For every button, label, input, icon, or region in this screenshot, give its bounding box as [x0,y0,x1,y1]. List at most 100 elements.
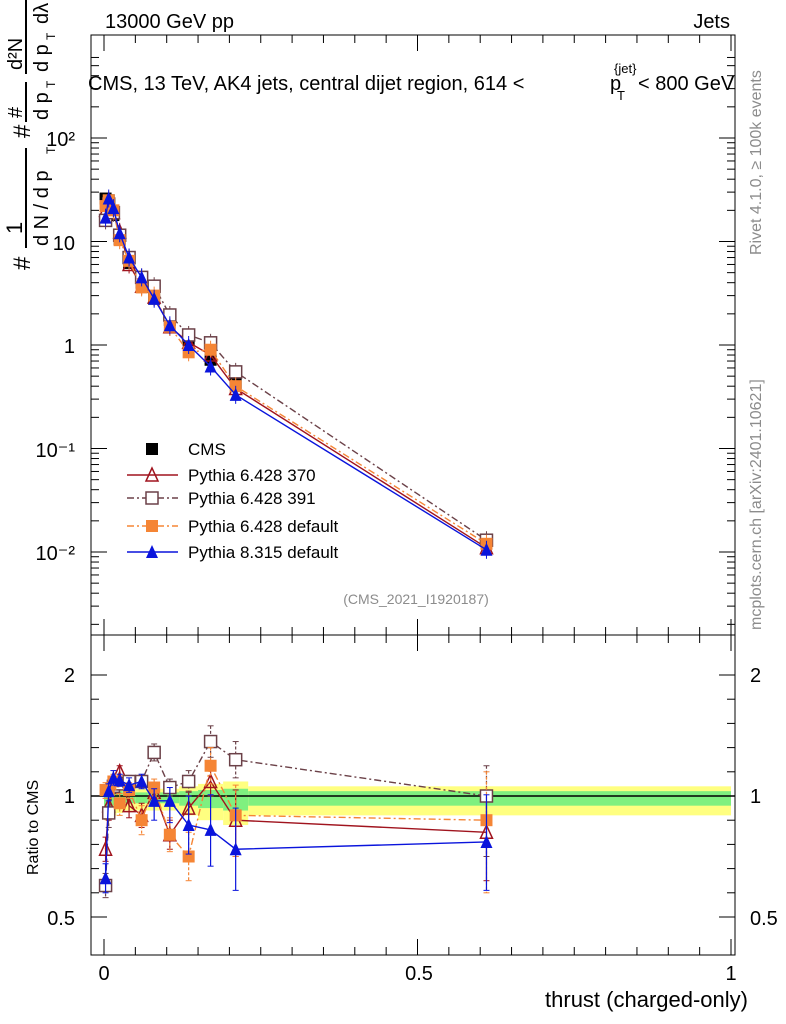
legend: CMS Pythia 6.428 370 Pythia 6.428 391 Py… [127,440,339,562]
legend-label-cms: CMS [188,440,226,459]
legend-label-p6-391: Pythia 6.428 391 [188,489,316,508]
x-tick-label-0.5: 0.5 [405,963,433,985]
ylabel-dpT: d p [31,92,53,120]
x-tick-label-1: 1 [725,963,736,985]
point-pythia-6-428-default-9 [204,343,217,356]
ratio-axis-label: Ratio to CMS [25,780,42,875]
ratio-point-pythia-8-315-default-3 [113,773,126,787]
main-y-tick-labels: 10⁻² 10⁻¹ 1 10 10² [36,129,76,565]
title-sub: T [617,88,625,103]
point-pythia-8-315-default-10 [229,387,242,401]
ylabel-hash3: # [5,106,27,118]
y-tick-label-1e-1: 10⁻¹ [36,440,76,462]
ratio-tick-label-0.5-right: 0.5 [750,908,778,930]
analysis-id: (CMS_2021_I1920187) [343,591,489,607]
header-process: Jets [693,11,730,33]
ratio-point-pythia-6-428-default-7 [163,828,176,841]
point-pythia-8-315-default-9 [204,359,217,373]
legend-marker-pythia-8-315-default [146,545,158,558]
ratio-point-pythia-8-315-default-4 [123,778,136,792]
ylabel-d2N: d²N [5,38,27,70]
point-pythia-8-315-default-4 [123,250,136,264]
ratio-point-pythia-6-428-default-8 [182,850,195,863]
title-suffix: < 800 GeV [638,73,735,95]
point-pythia-8-315-default-11 [480,542,493,556]
ratio-point-pythia-6-428-391-6 [147,745,161,760]
y-tick-label-100: 10² [46,129,75,151]
band-inner-5 [135,792,148,804]
ylabel-T3: T [44,32,58,40]
ratio-point-pythia-6-428-391-9 [203,734,218,749]
legend-marker-cms [146,443,158,455]
ratio-plot-frame [90,634,736,956]
ratio-point-pythia-8-315-default-6 [148,793,161,807]
point-pythia-6-428-391-10 [228,365,243,379]
ylabel-hash2: # [9,124,36,138]
ylabel-dN: d N / d p [31,170,53,246]
y-tick-label-1e-2: 10⁻² [36,543,76,565]
ratio-point-pythia-6-428-default-3 [113,797,126,810]
ylabel-fraction-bar-1 [25,148,27,248]
point-pythia-6-428-default-5 [135,281,148,294]
ylabel-fraction-bar-2 [25,82,27,122]
ratio-point-pythia-6-428-370-4 [121,796,137,813]
x-axis-label: thrust (charged-only) [545,987,748,1012]
ratio-point-pythia-6-428-370-0 [98,840,113,856]
ratio-tick-label-2-right: 2 [750,665,761,687]
ratio-tick-label-1-right: 1 [750,786,761,808]
ratio-point-pythia-8-315-default-7 [163,793,176,807]
plot-title: CMS, 13 TeV, AK4 jets, central dijet reg… [88,61,735,103]
ratio-point-pythia-8-315-default-1 [102,784,115,798]
y-tick-label-1: 1 [64,336,75,358]
x-tick-label-0: 0 [98,963,109,985]
point-pythia-8-315-default-5 [135,270,148,284]
legend-marker-pythia-6-428-370 [144,466,160,482]
ratio-point-pythia-6-428-default-6 [148,781,161,794]
ratio-point-pythia-8-315-default-5 [135,774,148,788]
header-energy: 13000 GeV pp [105,11,234,33]
band-inner-2 [110,791,117,806]
ratio-point-pythia-6-428-391-8 [181,774,196,789]
title-p: p [610,73,621,95]
band-inner-0 [104,789,108,809]
point-pythia-8-315-default-7 [163,318,176,332]
ratio-point-pythia-6-428-default-5 [135,814,148,827]
point-pythia-8-315-default-1 [102,191,115,205]
ylabel-hash1: # [9,256,36,270]
ratio-point-pythia-8-315-default-9 [204,822,217,836]
rivet-version-label: Rivet 4.1.0, ≥ 100k events [748,70,765,255]
ratio-point-pythia-8-315-default-11 [480,834,493,848]
legend-marker-pythia-6-428-default [146,520,158,532]
main-series-layer [98,189,494,559]
point-pythia-8-315-default-2 [107,201,120,215]
ratio-point-pythia-6-428-391-10 [228,752,243,767]
ylabel-dpT2: d p [31,44,53,72]
ylabel-one: 1 [2,222,27,234]
legend-label-p6-default: Pythia 6.428 default [188,517,339,536]
point-pythia-8-315-default-3 [113,226,126,240]
ratio-point-pythia-6-428-default-9 [204,759,217,772]
ylabel-T1: T [44,146,58,154]
ratio-point-pythia-8-315-default-0 [99,871,112,885]
ratio-series-layer [98,725,494,899]
title-sup: {jet} [614,61,637,76]
y-tick-label-10: 10 [53,233,75,255]
ratio-point-pythia-8-315-default-8 [182,818,195,832]
legend-marker-pythia-6-428-391 [145,491,159,505]
legend-label-p6-370: Pythia 6.428 370 [188,466,316,485]
ylabel-T2: T [44,80,58,88]
title-prefix: CMS, 13 TeV, AK4 jets, central dijet reg… [88,73,524,95]
ratio-point-pythia-8-315-default-10 [229,842,242,856]
legend-label-p8-default: Pythia 8.315 default [188,543,339,562]
point-pythia-8-315-default-6 [148,291,161,305]
ylabel-fraction-bar-3 [25,0,27,74]
ratio-y-tick-labels: 0.5 1 2 0.5 1 2 [47,665,778,930]
ratio-tick-label-2: 2 [64,665,75,687]
point-pythia-8-315-default-0 [99,210,112,224]
point-pythia-8-315-default-8 [182,338,195,351]
ratio-tick-label-1: 1 [64,786,75,808]
ylabel-dlambda: dλ [31,3,53,24]
x-tick-labels: 0 0.5 1 [98,963,736,985]
y-axis-label: # 1 d N / d p T # # d p T d²N d p T dλ [2,0,58,270]
